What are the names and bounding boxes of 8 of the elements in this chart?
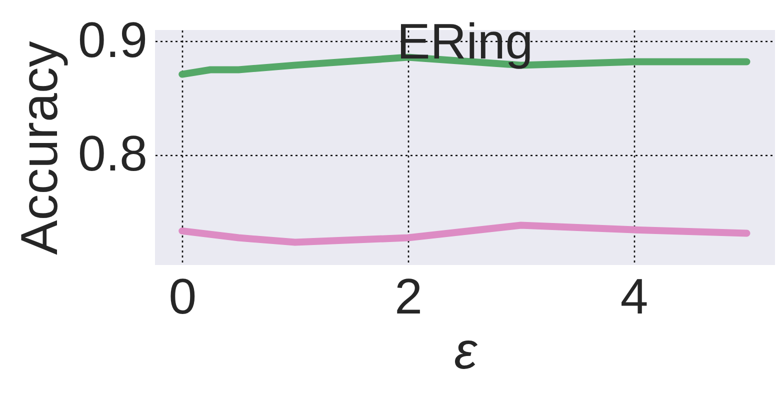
- chart-title: ERing: [396, 13, 534, 70]
- y-tick-label: 0.9: [78, 12, 148, 68]
- x-tick-label: 2: [394, 268, 422, 324]
- x-tick-label: 4: [620, 268, 648, 324]
- y-axis-title: Accuracy: [10, 41, 69, 255]
- y-tick-label: 0.8: [78, 125, 148, 182]
- x-axis-title: ε: [454, 322, 478, 380]
- x-tick-label: 0: [168, 268, 197, 324]
